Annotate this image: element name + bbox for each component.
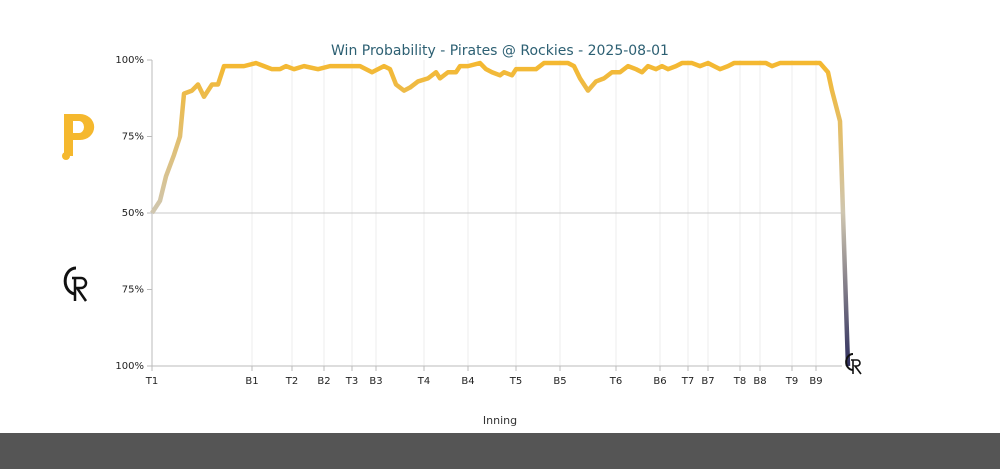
x-tick-label: T8 (733, 376, 746, 387)
rockies-logo (63, 266, 88, 302)
x-tick-label: B8 (753, 376, 766, 387)
x-tick-label: T4 (417, 376, 430, 387)
x-tick-label: B5 (553, 376, 566, 387)
y-tick-label: 100% (115, 361, 144, 372)
chart-title: Win Probability - Pirates @ Rockies - 20… (331, 43, 669, 59)
x-tick-label: T5 (509, 376, 522, 387)
rockies-end-logo (845, 353, 862, 375)
x-tick-label: B3 (369, 376, 382, 387)
x-tick-label: T1 (145, 376, 158, 387)
y-tick-label: 75% (122, 285, 144, 296)
x-tick-label: B6 (653, 376, 666, 387)
y-tick-label: 75% (122, 132, 144, 143)
win-probability-line (150, 60, 851, 367)
x-tick-label: B9 (809, 376, 822, 387)
x-tick-label: B4 (461, 376, 474, 387)
plot-area: T1 B1 T2 B2 T3 B3 T4 B4 T5 B5 T6 B6 T7 B7 T8 B8 T9 B9 100%… (115, 55, 851, 387)
x-tick-label: T6 (609, 376, 622, 387)
x-tick-label: T9 (785, 376, 798, 387)
x-tick-label: B2 (317, 376, 330, 387)
x-tick-label: B7 (701, 376, 714, 387)
x-tick-label: T2 (285, 376, 298, 387)
x-tick-label: T7 (681, 376, 694, 387)
footer-bar (0, 433, 1000, 469)
y-tick-label: 100% (115, 55, 144, 66)
x-axis-label: Inning (483, 414, 517, 427)
x-tick-label: B1 (245, 376, 258, 387)
y-tick-label: 50% (122, 208, 144, 219)
x-tick-label: T3 (345, 376, 358, 387)
pirates-logo (62, 114, 95, 160)
